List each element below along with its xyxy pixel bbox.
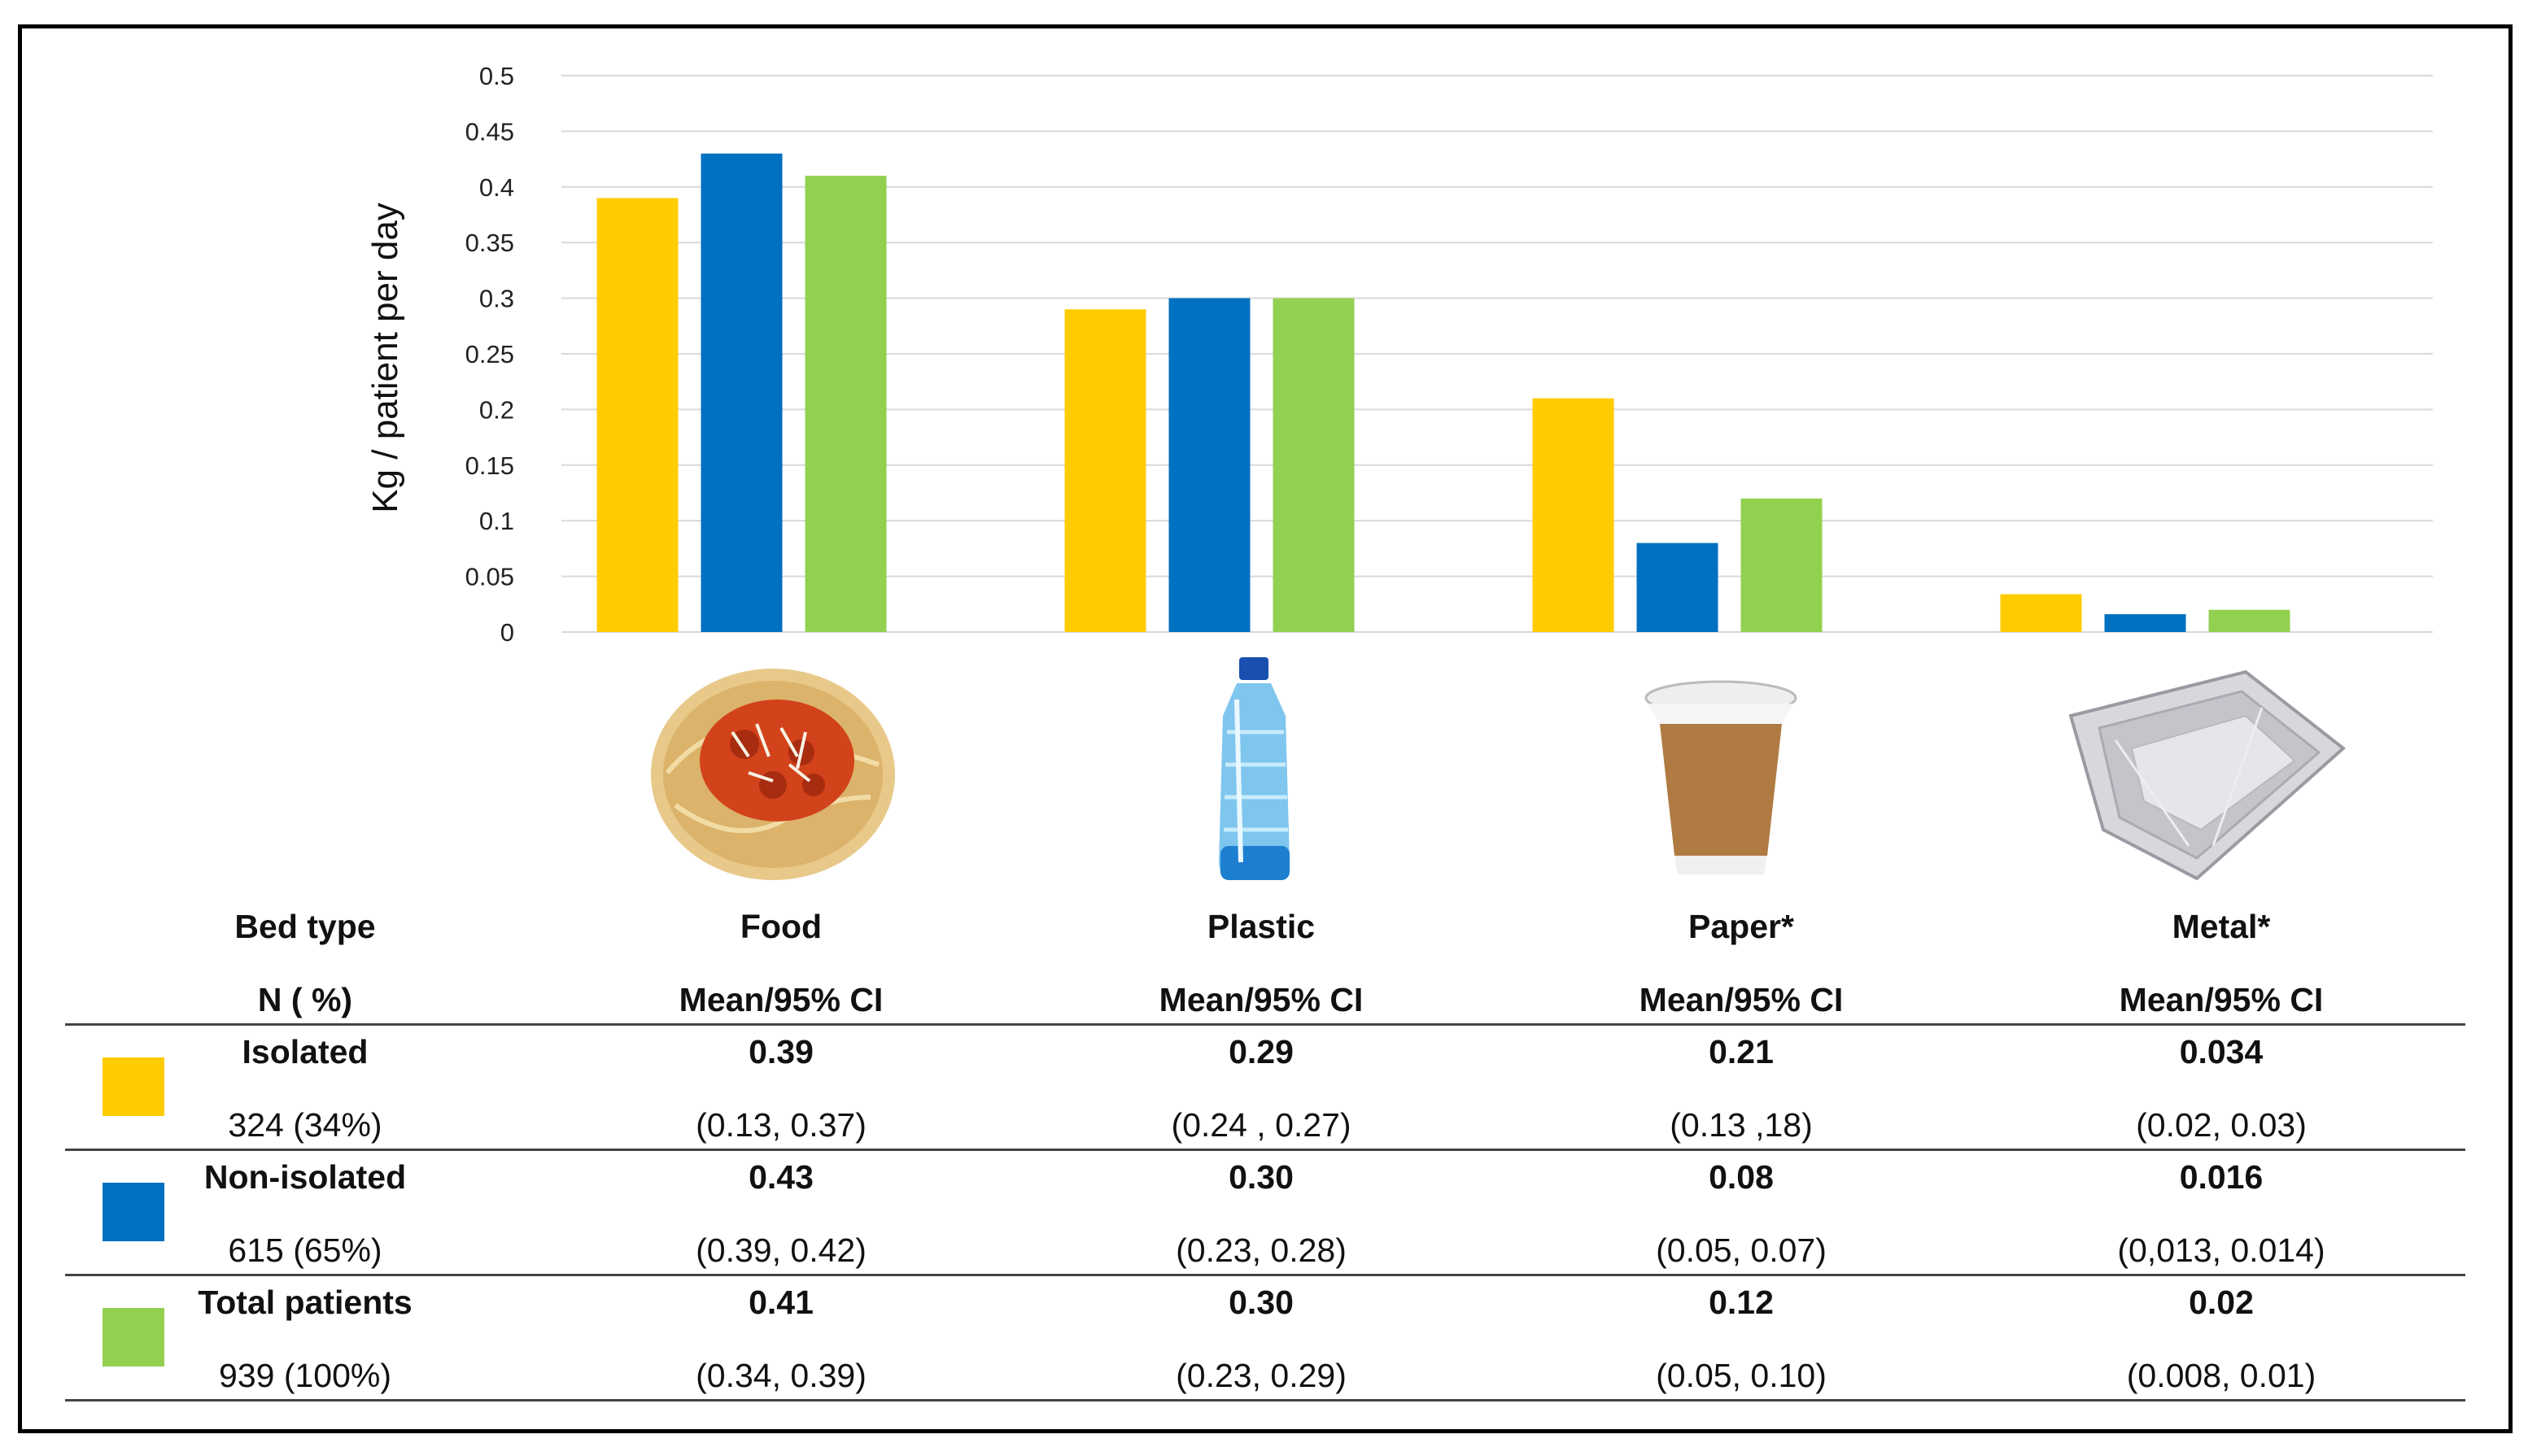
header-paper-stat: Mean/95% CI — [1639, 981, 1844, 1018]
bar-total-patients-paper — [1740, 498, 1823, 632]
header-food-stat: Mean/95% CI — [679, 981, 884, 1018]
y-axis-label: Kg / patient per day — [365, 203, 405, 513]
row-label: Isolated — [242, 1033, 369, 1070]
table-rule-top — [65, 1023, 2465, 1026]
ci-plastic: (0.23, 0.28) — [1176, 1231, 1347, 1269]
legend-swatch-isolated — [103, 1057, 164, 1116]
mean-plastic: 0.29 — [1229, 1033, 1294, 1070]
y-tick-label: 0.45 — [465, 117, 514, 146]
bar-non-isolated-metal — [2104, 614, 2186, 632]
ci-food: (0.39, 0.42) — [696, 1231, 867, 1269]
header-bed-type: Bed type — [234, 908, 376, 945]
bar-total-patients-metal — [2208, 609, 2290, 632]
y-tick-label: 0.05 — [465, 563, 514, 591]
bar-isolated-paper — [1532, 398, 1614, 632]
mean-metal: 0.02 — [2189, 1284, 2254, 1321]
header-plastic-stat: Mean/95% CI — [1159, 981, 1364, 1018]
y-tick-label: 0 — [500, 618, 514, 647]
legend-swatch-total — [103, 1308, 164, 1367]
header-plastic: Plastic — [1207, 908, 1316, 945]
ci-metal: (0.02, 0.03) — [2136, 1106, 2307, 1144]
mean-paper: 0.21 — [1709, 1033, 1774, 1070]
foil-tray-icon — [2068, 669, 2347, 881]
row-n: 324 (34%) — [228, 1106, 382, 1144]
bar-non-isolated-plastic — [1168, 298, 1251, 632]
mean-plastic: 0.30 — [1229, 1158, 1294, 1196]
mean-metal: 0.034 — [2179, 1033, 2264, 1070]
y-tick-label: 0.5 — [479, 62, 514, 90]
ci-paper: (0.05, 0.07) — [1656, 1231, 1827, 1269]
bar-isolated-metal — [2000, 594, 2082, 632]
header-metal-stat: Mean/95% CI — [2119, 981, 2324, 1018]
mean-plastic: 0.30 — [1229, 1284, 1294, 1321]
y-tick-label: 0.2 — [479, 395, 514, 424]
row-n: 615 (65%) — [228, 1231, 382, 1269]
bar-non-isolated-paper — [1636, 543, 1718, 632]
bars — [596, 153, 2290, 633]
row-label: Total patients — [198, 1284, 413, 1321]
bar-non-isolated-food — [701, 153, 783, 632]
ci-plastic: (0.23, 0.29) — [1176, 1357, 1347, 1394]
header-n-percent: N ( %) — [257, 981, 353, 1018]
y-tick-label: 0.1 — [479, 507, 514, 535]
y-tick-label: 0.3 — [479, 285, 514, 313]
ci-food: (0.34, 0.39) — [696, 1357, 867, 1394]
spaghetti-icon — [651, 669, 895, 880]
ci-metal: (0.008, 0.01) — [2126, 1357, 2316, 1394]
header-food: Food — [740, 908, 823, 945]
row-n: 939 (100%) — [219, 1357, 391, 1394]
bar-total-patients-plastic — [1273, 298, 1355, 632]
mean-food: 0.39 — [749, 1033, 814, 1070]
header-paper: Paper* — [1688, 908, 1794, 945]
legend-swatch-non-isolated — [103, 1183, 164, 1241]
mean-paper: 0.12 — [1709, 1284, 1774, 1321]
table-rule — [65, 1274, 2465, 1276]
table-rule — [65, 1149, 2465, 1151]
y-tick-labels: 0 0.05 0.1 0.15 0.2 0.25 0.3 0.35 0.4 0.45 0.5 — [465, 62, 514, 647]
ci-paper: (0.05, 0.10) — [1656, 1357, 1827, 1394]
y-tick-label: 0.25 — [465, 340, 514, 368]
ci-food: (0.13, 0.37) — [696, 1106, 867, 1144]
bar-total-patients-food — [805, 176, 887, 632]
ci-plastic: (0.24 , 0.27) — [1171, 1106, 1351, 1144]
mean-metal: 0.016 — [2179, 1158, 2264, 1196]
paper-cup-icon — [1644, 680, 1797, 874]
ci-metal: (0,013, 0.014) — [2117, 1231, 2325, 1269]
header-metal: Metal* — [2172, 908, 2271, 945]
water-bottle-icon — [1219, 657, 1290, 880]
ci-paper: (0.13 ,18) — [1670, 1106, 1813, 1144]
y-tick-label: 0.15 — [465, 451, 514, 480]
mean-food: 0.43 — [749, 1158, 814, 1196]
y-tick-label: 0.35 — [465, 229, 514, 257]
bar-isolated-food — [596, 198, 679, 633]
row-label: Non-isolated — [203, 1158, 407, 1196]
mean-food: 0.41 — [749, 1284, 814, 1321]
y-tick-label: 0.4 — [479, 173, 514, 202]
bar-isolated-plastic — [1064, 309, 1146, 632]
mean-paper: 0.08 — [1709, 1158, 1774, 1196]
table-rule-bottom — [65, 1399, 2465, 1402]
